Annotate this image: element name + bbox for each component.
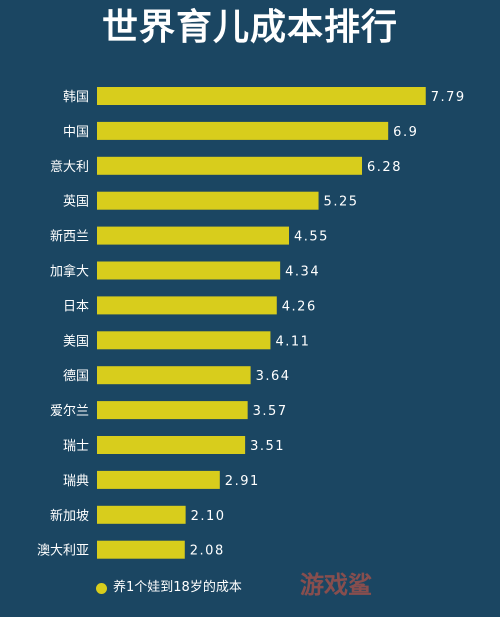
category-label: 韩国 bbox=[63, 90, 89, 105]
category-label: 意大利 bbox=[50, 159, 89, 175]
bar bbox=[97, 436, 246, 454]
bar bbox=[97, 366, 251, 385]
value-label: 3.51 bbox=[250, 439, 285, 454]
value-label: 4.26 bbox=[282, 299, 317, 314]
bar bbox=[97, 470, 220, 489]
category-label: 新加坡 bbox=[50, 508, 89, 524]
bar bbox=[97, 296, 277, 315]
value-label: 6.28 bbox=[367, 160, 402, 175]
value-label: 7.79 bbox=[431, 90, 466, 105]
value-label: 6.9 bbox=[393, 125, 418, 140]
category-label: 加拿大 bbox=[50, 264, 89, 280]
bar bbox=[97, 540, 185, 559]
value-label: 4.11 bbox=[275, 334, 310, 349]
bar bbox=[97, 505, 186, 524]
legend-label: 养1个娃到18岁的成本 bbox=[113, 580, 242, 595]
category-label: 英国 bbox=[63, 195, 89, 210]
category-label: 瑞士 bbox=[63, 439, 89, 454]
bar bbox=[97, 331, 271, 350]
bar bbox=[97, 156, 363, 175]
value-label: 2.10 bbox=[191, 509, 226, 524]
legend: 养1个娃到18岁的成本 bbox=[96, 578, 242, 598]
bar bbox=[97, 401, 248, 420]
category-label: 瑞典 bbox=[63, 474, 89, 489]
value-label: 4.34 bbox=[285, 265, 320, 280]
bar bbox=[97, 261, 281, 280]
category-label: 爱尔兰 bbox=[50, 404, 89, 419]
bar bbox=[97, 226, 290, 245]
category-label: 新西兰 bbox=[50, 229, 89, 245]
category-label: 德国 bbox=[63, 369, 89, 384]
category-label: 日本 bbox=[63, 299, 89, 314]
category-label: 澳大利亚 bbox=[37, 543, 89, 559]
bar bbox=[97, 87, 426, 105]
category-label: 美国 bbox=[63, 334, 89, 349]
value-label: 4.55 bbox=[294, 230, 329, 245]
bar bbox=[97, 191, 319, 210]
value-label: 3.57 bbox=[253, 404, 288, 419]
value-label: 5.25 bbox=[324, 195, 359, 210]
legend-swatch bbox=[96, 582, 107, 594]
chart-title: 世界育儿成本排行 bbox=[101, 7, 398, 48]
value-label: 2.91 bbox=[225, 474, 260, 489]
value-label: 2.08 bbox=[190, 544, 225, 559]
bar bbox=[97, 121, 389, 140]
watermark: 游戏鲨 bbox=[300, 571, 372, 599]
category-label: 中国 bbox=[63, 125, 89, 140]
value-label: 3.64 bbox=[256, 369, 291, 384]
